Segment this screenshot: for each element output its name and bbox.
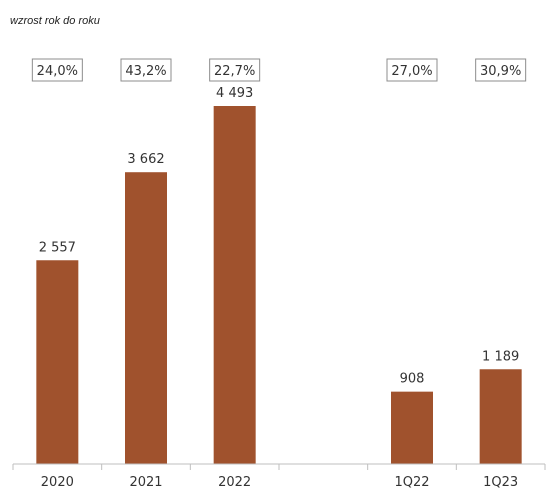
growth-labels: 24,0% 43,2% 22,7% 27,0% 30,9% — [31, 58, 527, 82]
bar — [479, 369, 522, 464]
bar — [213, 106, 256, 464]
data-label: 2 557 — [39, 240, 76, 255]
x-tick-label: 1Q22 — [394, 475, 429, 490]
bar — [125, 172, 167, 464]
growth-box — [386, 58, 438, 82]
x-tick-label: 2021 — [129, 475, 162, 490]
x-tick-label: 1Q23 — [483, 475, 518, 490]
bars: 2 557 3 662 4 493 908 1 189 — [36, 86, 522, 464]
bar — [391, 391, 433, 464]
growth-label: 30,9% — [480, 64, 521, 79]
x-axis: 2020 2021 2022 1Q22 1Q23 — [12, 463, 546, 490]
growth-label: 43,2% — [125, 64, 166, 79]
x-tick-label: 2022 — [218, 475, 251, 490]
x-tick-label: 2020 — [41, 475, 74, 490]
data-label: 908 — [400, 372, 425, 387]
growth-label: 27,0% — [391, 64, 432, 79]
growth-label: 22,7% — [214, 64, 255, 79]
growth-box — [209, 58, 261, 82]
bar — [36, 260, 79, 464]
growth-box — [475, 58, 527, 82]
data-label: 1 189 — [482, 349, 519, 364]
data-label: 4 493 — [216, 86, 253, 101]
growth-label: 24,0% — [37, 64, 78, 79]
growth-box — [31, 58, 83, 82]
growth-box — [120, 58, 172, 82]
data-label: 3 662 — [127, 152, 164, 167]
chart-subtitle: wzrost rok do roku — [10, 15, 100, 27]
